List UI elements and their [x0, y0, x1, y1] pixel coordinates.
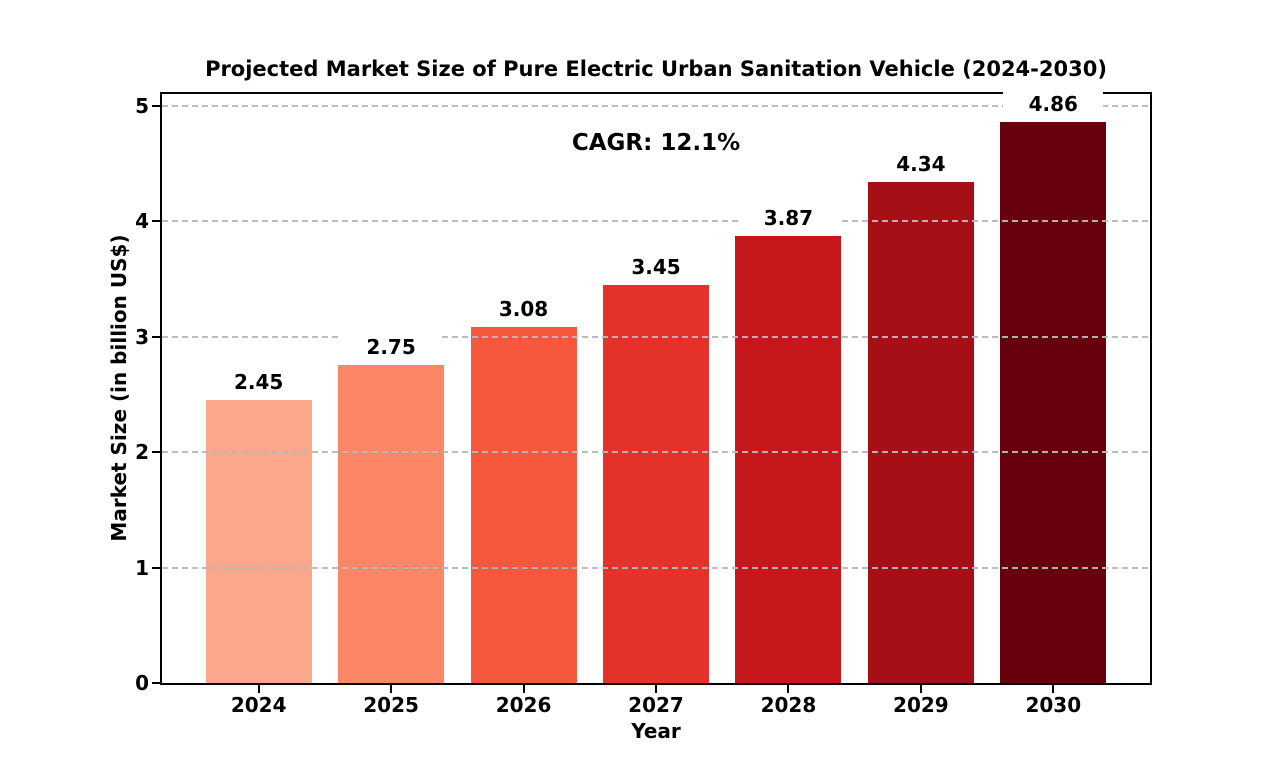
bar-2030	[1000, 121, 1107, 683]
y-tick-mark	[152, 220, 160, 223]
x-tick-label: 2027	[628, 693, 684, 717]
y-tick-label: 1	[135, 555, 149, 580]
x-tick-mark	[1052, 685, 1055, 693]
bar-value-label: 4.86	[1003, 91, 1104, 116]
chart-title: Projected Market Size of Pure Electric U…	[205, 57, 1107, 81]
y-tick-mark	[152, 335, 160, 338]
bar-2026	[470, 327, 577, 683]
x-tick-mark	[522, 685, 525, 693]
plot-area: 2.45 2.75 3.08 3.45 3.87 4.34 4.86 CAGR: 12.1%	[160, 91, 1152, 685]
x-tick-label: 2025	[363, 693, 419, 717]
bar-value-label: 2.45	[208, 370, 309, 395]
x-tick-label: 2028	[760, 693, 817, 717]
gridline-y5	[162, 104, 1150, 107]
gridline-y3	[162, 335, 1150, 338]
gridline-y2	[162, 451, 1150, 454]
bar-2027	[603, 284, 709, 683]
gridline-y1	[162, 566, 1150, 569]
x-axis-label: Year	[631, 719, 681, 743]
x-tick-mark	[787, 685, 790, 693]
y-axis-label: Market Size (in billion US$)	[107, 234, 131, 542]
x-tick-mark	[655, 685, 657, 693]
y-tick-mark	[152, 451, 160, 454]
gridline-y4	[162, 220, 1150, 223]
bar-value-label: 3.08	[473, 297, 574, 322]
x-tick-label: 2024	[230, 693, 287, 717]
x-tick-label: 2029	[893, 693, 949, 717]
x-tick-label: 2030	[1025, 693, 1082, 717]
bar-value-label: 3.45	[606, 254, 706, 279]
cagr-annotation: CAGR: 12.1%	[571, 130, 741, 156]
bar-value-label: 2.75	[341, 335, 442, 360]
y-tick-mark	[152, 682, 160, 684]
x-tick-label: 2026	[495, 693, 552, 717]
x-tick-mark	[257, 685, 260, 693]
y-tick-label: 4	[135, 209, 149, 234]
y-tick-mark	[152, 104, 160, 107]
bar-2029	[867, 181, 974, 683]
y-tick-mark	[152, 566, 160, 569]
y-tick-label: 2	[135, 440, 149, 465]
bar-value-label: 3.87	[738, 206, 839, 231]
y-tick-label: 0	[135, 671, 149, 695]
grid-layer	[162, 94, 1150, 683]
bars-layer: 2.45 2.75 3.08 3.45 3.87 4.34 4.86	[162, 91, 1150, 683]
bar-2025	[338, 365, 445, 683]
x-tick-mark	[919, 685, 922, 693]
x-tick-mark	[390, 685, 393, 693]
y-tick-label: 3	[135, 324, 149, 349]
bar-2028	[735, 236, 842, 683]
y-tick-label: 5	[135, 93, 149, 118]
bar-2024	[205, 400, 312, 683]
bar-value-label: 4.34	[870, 151, 971, 176]
